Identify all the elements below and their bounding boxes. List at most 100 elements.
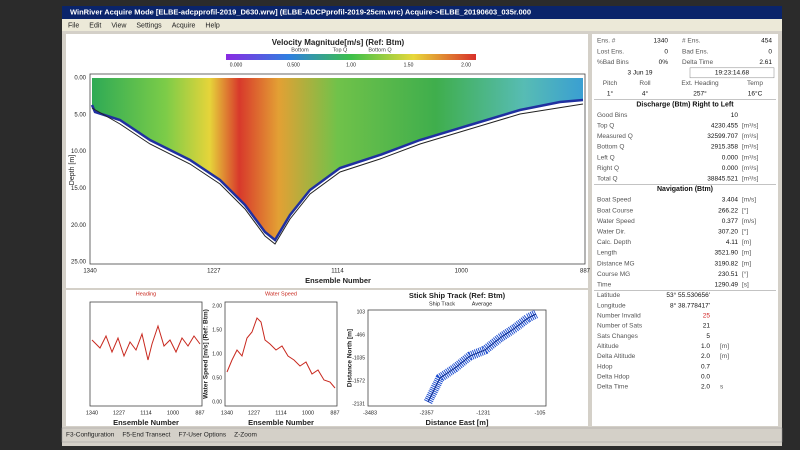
info-value: 1340 <box>654 38 669 45</box>
menu-bar <box>62 19 782 31</box>
info-label: Right Q <box>597 165 619 172</box>
x-tick-label: 1000 <box>167 410 179 416</box>
info-label: Boat Course <box>597 207 634 214</box>
info-label: Distance MG <box>597 260 635 267</box>
y-tick-label: 20.00 <box>71 223 87 229</box>
legend-item: Bottom Q <box>368 47 392 53</box>
y-tick-label: -466 <box>355 332 365 338</box>
x-tick-label: 1340 <box>221 410 233 416</box>
x-tick-label: -105 <box>534 410 545 416</box>
info-label: Bottom Q <box>597 144 624 151</box>
info-label: Delta Time <box>597 384 628 391</box>
y-tick-label: 15.00 <box>71 186 87 192</box>
status-item: Z-Zoom <box>234 432 257 439</box>
info-value: 25 <box>703 312 711 319</box>
info-value: 53° 55.530656' <box>666 291 710 299</box>
heading-frame <box>89 301 203 407</box>
info-unit: [m] <box>720 353 729 360</box>
legend-item: Ship Track <box>429 301 455 307</box>
bottom-q-line <box>91 103 584 245</box>
info-label: Sats Changes <box>597 333 639 340</box>
section-title: Navigation (Btm) <box>657 186 713 193</box>
track-frame <box>367 309 547 407</box>
legend-item: Average <box>472 301 492 307</box>
info-value: 4° <box>642 90 649 98</box>
info-unit: [m³/s] <box>742 123 758 130</box>
y-tick-label: 103 <box>357 309 366 315</box>
menu-item[interactable]: File <box>68 22 79 29</box>
y-tick-label: 0.00 <box>212 399 222 405</box>
info-panel <box>592 34 778 426</box>
info-label: Calc. Depth <box>597 239 631 246</box>
y-tick-label: -1035 <box>352 355 365 361</box>
info-label: Number Invalid <box>597 312 641 319</box>
info-label: Course MG <box>597 271 630 278</box>
info-unit: [m³/s] <box>742 165 758 172</box>
legend-item: Heading <box>136 291 157 297</box>
info-label: Delta Time <box>682 59 713 66</box>
water-speed-frame <box>224 301 338 407</box>
info-label: Pitch <box>603 80 618 87</box>
x-tick-label: 1000 <box>302 410 314 416</box>
y-axis-label: Distance North [m] <box>347 329 354 387</box>
heading-line <box>91 324 201 361</box>
info-value: 16°C <box>748 90 763 98</box>
menu-item[interactable]: Edit <box>89 22 101 29</box>
info-unit: [m³/s] <box>742 133 758 140</box>
x-axis-label: Distance East [m] <box>426 418 489 427</box>
info-value: 3.404 <box>722 197 739 204</box>
info-unit: [m] <box>742 250 751 257</box>
y-tick-label: 1.00 <box>212 351 222 357</box>
x-tick-label: 1227 <box>248 410 260 416</box>
window-title: WinRiver Acquire Mode [ELBE-adcpprofil-2… <box>70 7 531 16</box>
menu-item[interactable]: Help <box>205 22 220 29</box>
info-unit: [°] <box>742 270 748 278</box>
section-title: Discharge (Btm) Right to Left <box>636 101 734 108</box>
contour-title: Velocity Magnitude[m/s] (Ref: Btm) <box>272 38 405 47</box>
info-unit: [°] <box>742 206 748 214</box>
info-value: 2.61 <box>759 59 772 66</box>
info-unit: [m³/s] <box>742 176 758 183</box>
x-tick-label: 1114 <box>275 410 286 416</box>
menu-item[interactable]: Settings <box>136 22 162 29</box>
info-label: Delta Hdop <box>597 374 630 381</box>
info-unit: [m] <box>742 260 751 267</box>
info-value: 32599.707 <box>707 133 738 140</box>
y-axis-label: Water Speed [m/s] (Ref: Btm) <box>203 309 210 399</box>
info-value: 0.7 <box>701 363 710 370</box>
x-tick-label: -2357 <box>420 410 434 416</box>
info-value: 21 <box>703 323 711 330</box>
colorbar-tick: 0.500 <box>287 62 300 68</box>
info-label: Ext. Heading <box>681 80 719 87</box>
info-label: Length <box>597 250 617 257</box>
x-tick-label: 887 <box>195 410 204 416</box>
info-value: 10 <box>731 112 739 119</box>
legend-item: Bottom <box>291 47 309 53</box>
x-tick-label: 1114 <box>140 410 151 416</box>
x-tick-label: 1114 <box>331 269 344 275</box>
y-tick-label: -1572 <box>352 378 365 384</box>
info-label: Bad Ens. <box>682 48 709 55</box>
menu-item[interactable]: View <box>111 22 127 29</box>
x-tick-label: 887 <box>330 410 339 416</box>
bottom-line <box>90 98 584 242</box>
info-value: 8° 38.778417' <box>670 301 710 309</box>
colorbar <box>226 54 476 60</box>
legend-item: Water Speed <box>265 291 297 297</box>
info-label: Measured Q <box>597 133 633 140</box>
info-date: 3 Jun 19 <box>628 70 653 77</box>
info-label: Water Dir. <box>597 229 626 236</box>
colorbar-tick: 2.00 <box>461 62 471 68</box>
info-label: Altitude <box>597 343 619 350</box>
track-title: Stick Ship Track (Ref: Btm) <box>409 291 506 300</box>
info-value: 5 <box>706 333 710 340</box>
info-value: 1.0 <box>701 343 710 350</box>
info-value: 257° <box>693 90 707 98</box>
status-item: F5-End Transect <box>122 432 170 439</box>
info-label: Water Speed <box>597 218 635 225</box>
info-unit: [m³/s] <box>742 144 758 151</box>
menu-item[interactable]: Acquire <box>172 22 196 29</box>
x-tick-label: 1227 <box>207 269 221 275</box>
